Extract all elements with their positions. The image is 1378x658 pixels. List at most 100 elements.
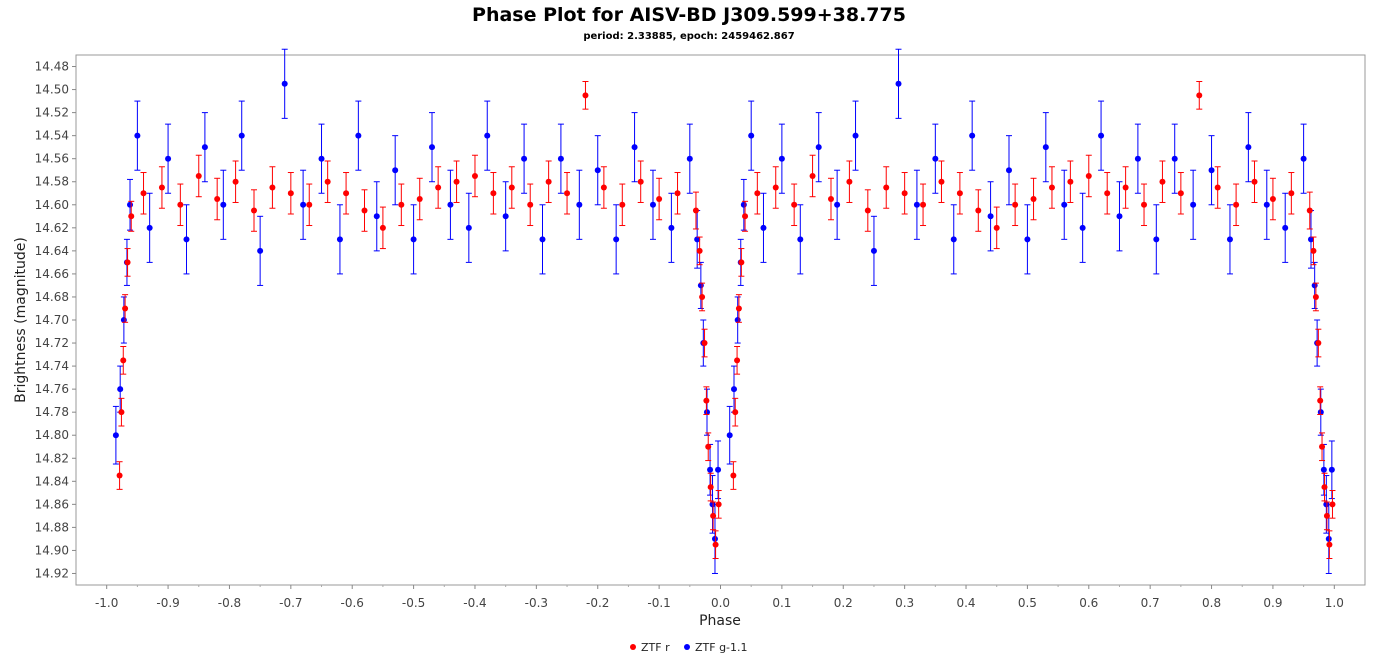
legend-swatch-ztf-r xyxy=(630,644,636,650)
data-point-ztf-g xyxy=(913,169,920,240)
data-marker xyxy=(701,340,708,347)
data-point-ztf-g xyxy=(1190,169,1197,240)
data-marker xyxy=(1317,409,1324,416)
data-point-ztf-r xyxy=(1288,172,1295,215)
data-marker xyxy=(913,201,920,208)
data-marker xyxy=(1208,167,1215,174)
data-point-ztf-g xyxy=(1153,204,1160,275)
data-point-ztf-g xyxy=(1263,169,1270,240)
data-point-ztf-g xyxy=(1134,123,1141,194)
data-point-ztf-r xyxy=(124,248,131,277)
data-marker xyxy=(1226,236,1233,243)
data-marker xyxy=(1323,512,1330,519)
data-marker xyxy=(920,201,927,208)
data-point-ztf-r xyxy=(712,530,719,559)
data-marker xyxy=(128,213,135,220)
x-tick-label: 0.6 xyxy=(1079,596,1098,610)
data-marker xyxy=(257,247,264,254)
data-point-ztf-g xyxy=(429,112,436,183)
data-marker xyxy=(649,201,656,208)
data-point-ztf-r xyxy=(1323,501,1330,531)
data-point-ztf-g xyxy=(1171,123,1178,194)
data-point-ztf-g xyxy=(484,100,491,171)
y-tick-label: 14.76 xyxy=(35,382,69,396)
data-point-ztf-g xyxy=(146,192,153,263)
y-tick-label: 14.90 xyxy=(35,543,69,557)
data-marker xyxy=(1307,236,1314,243)
data-point-ztf-g xyxy=(870,215,877,286)
y-tick-label: 14.48 xyxy=(35,60,69,74)
data-point-ztf-r xyxy=(177,183,184,227)
data-point-ztf-g xyxy=(1116,181,1123,252)
data-point-ztf-r xyxy=(1269,177,1276,221)
x-tick-label: 0.8 xyxy=(1202,596,1221,610)
data-marker xyxy=(712,541,719,548)
data-marker xyxy=(545,178,552,185)
data-marker xyxy=(355,132,362,139)
data-marker xyxy=(1325,535,1332,542)
data-point-ztf-r xyxy=(1141,183,1148,227)
data-point-ztf-r xyxy=(1319,432,1326,462)
data-marker xyxy=(1251,178,1258,185)
data-marker xyxy=(732,409,739,416)
x-tick-label: 0.3 xyxy=(895,596,914,610)
data-point-ztf-r xyxy=(600,166,607,209)
data-point-ztf-r xyxy=(1085,154,1092,198)
data-marker xyxy=(594,167,601,174)
data-point-ztf-r xyxy=(1196,81,1203,110)
data-marker xyxy=(453,178,460,185)
data-marker xyxy=(631,144,638,151)
data-marker xyxy=(238,132,245,139)
data-point-ztf-g xyxy=(950,204,957,275)
data-point-ztf-r xyxy=(564,172,571,215)
data-marker xyxy=(668,224,675,231)
data-marker xyxy=(318,155,325,162)
data-marker xyxy=(699,293,706,300)
data-point-ztf-g xyxy=(748,100,755,171)
data-marker xyxy=(827,196,834,203)
data-marker xyxy=(1042,144,1049,151)
y-tick-label: 14.62 xyxy=(35,221,69,235)
data-marker xyxy=(686,155,693,162)
data-point-ztf-g xyxy=(852,100,859,171)
x-tick-label: 0.9 xyxy=(1263,596,1282,610)
data-point-ztf-r xyxy=(735,294,742,323)
data-marker xyxy=(465,224,472,231)
data-point-ztf-g xyxy=(1317,388,1324,436)
data-point-ztf-g xyxy=(1079,192,1086,263)
data-point-ztf-r xyxy=(791,183,798,227)
data-marker xyxy=(1098,132,1105,139)
data-point-ztf-r xyxy=(1067,160,1074,203)
data-point-ztf-r xyxy=(732,397,739,427)
data-marker xyxy=(1005,167,1012,174)
data-point-ztf-r xyxy=(116,461,123,490)
y-tick-label: 14.92 xyxy=(35,566,69,580)
data-point-ztf-g xyxy=(987,181,994,252)
y-tick-label: 14.66 xyxy=(35,267,69,281)
data-point-ztf-r xyxy=(398,183,405,227)
data-point-ztf-g xyxy=(392,135,399,206)
data-point-ztf-g xyxy=(1061,169,1068,240)
data-point-ztf-r xyxy=(993,206,1000,250)
data-marker xyxy=(306,201,313,208)
data-marker xyxy=(1329,501,1336,508)
legend: ZTF r ZTF g-1.1 xyxy=(630,641,748,654)
data-point-ztf-g xyxy=(557,123,564,194)
data-point-ztf-r xyxy=(1310,236,1317,266)
y-tick-label: 14.88 xyxy=(35,520,69,534)
data-point-ztf-r xyxy=(232,160,239,203)
data-point-ztf-r xyxy=(703,386,710,415)
data-marker xyxy=(1288,190,1295,197)
data-marker xyxy=(1116,213,1123,220)
chart-title: Phase Plot for AISV-BD J309.599+38.775 xyxy=(472,4,906,26)
data-point-ztf-r xyxy=(730,461,737,490)
data-marker xyxy=(392,167,399,174)
data-point-ztf-r xyxy=(361,189,368,232)
data-marker xyxy=(883,184,890,191)
data-point-ztf-r xyxy=(707,472,714,502)
data-marker xyxy=(183,236,190,243)
data-marker xyxy=(715,501,722,508)
data-marker xyxy=(1177,190,1184,197)
plot-area xyxy=(75,54,1366,586)
data-point-ztf-r xyxy=(864,189,871,232)
